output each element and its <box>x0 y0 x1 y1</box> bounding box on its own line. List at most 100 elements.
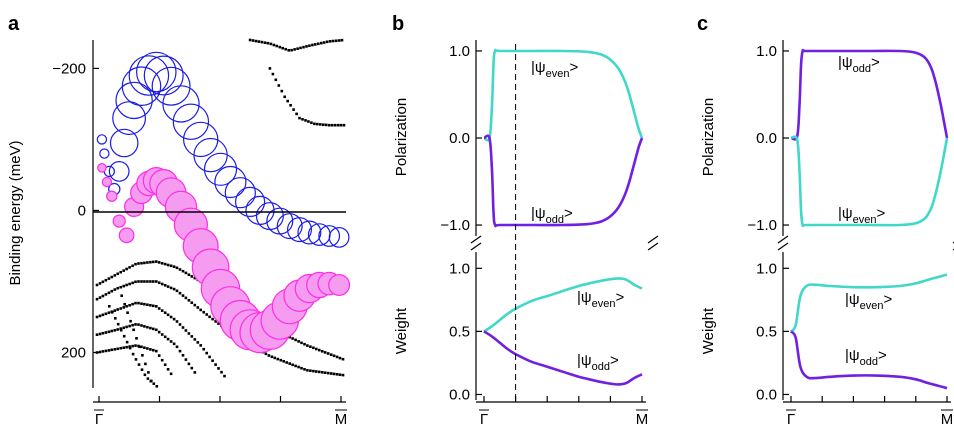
band-dot <box>340 38 344 42</box>
band-dot <box>116 286 119 290</box>
band-dot <box>336 123 340 127</box>
upper-band-point <box>224 177 256 209</box>
band-dot <box>116 308 119 311</box>
band-dot <box>160 333 164 336</box>
lower-band <box>97 163 351 354</box>
band-dot <box>111 311 114 314</box>
band-dot <box>135 337 138 340</box>
band-dot <box>120 294 123 297</box>
band-dot <box>283 95 286 99</box>
purple-polarization-line <box>483 134 644 228</box>
cyan-polarization-line <box>790 135 949 228</box>
band-dot <box>146 325 149 329</box>
state-label: |ψeven> <box>531 59 578 80</box>
band-dot <box>297 340 300 343</box>
band-dot <box>107 311 111 314</box>
band-dot <box>160 262 164 265</box>
band-dot <box>181 269 185 273</box>
band-dot <box>114 317 117 320</box>
purple-weight-line <box>483 330 643 386</box>
band-dot <box>152 260 155 264</box>
band-dot <box>116 272 119 276</box>
band-dot <box>267 354 271 357</box>
band-dot <box>202 310 205 314</box>
band-dot <box>113 274 117 277</box>
band-dot <box>104 293 108 296</box>
purple-weight-line <box>789 330 948 390</box>
band-dot <box>300 341 303 345</box>
band-dot <box>323 351 327 354</box>
upper-band-point <box>172 103 210 140</box>
band-dot <box>254 39 258 43</box>
band-dot <box>257 40 261 43</box>
band-dot <box>150 379 153 383</box>
band-dot <box>187 299 191 302</box>
band-dot <box>286 99 289 103</box>
band-dot <box>292 108 295 111</box>
band-dot <box>294 364 297 368</box>
axes: 1.0 0.0 −1.0 1.0 0.5 0.0 Γ M |ψeven> |ψodd> |ψeven… <box>440 40 659 428</box>
lower-band-point <box>101 176 113 188</box>
band-dot <box>163 335 167 339</box>
polarization-plot <box>483 48 644 228</box>
band-dot <box>128 304 131 307</box>
band-dot <box>140 324 143 327</box>
upper-band-point <box>136 51 177 93</box>
y-tick-label: −1.0 <box>747 217 777 234</box>
upper-band-point <box>143 55 184 96</box>
band-dot <box>163 284 167 287</box>
band-dot <box>113 348 117 351</box>
band-dot <box>152 382 156 385</box>
band-dot <box>329 372 333 375</box>
band-dot <box>175 289 179 293</box>
band-dot <box>129 319 132 323</box>
polarization-plot <box>790 48 949 228</box>
band-dot <box>320 41 323 45</box>
band-dot <box>190 335 194 338</box>
band-dot <box>143 280 146 283</box>
upper-band-point <box>121 66 162 107</box>
band-dot <box>155 349 158 353</box>
band-dot <box>128 345 131 348</box>
band-dot <box>181 326 185 329</box>
band-dot <box>132 328 135 332</box>
band-dot <box>270 355 274 359</box>
band-dot <box>193 338 197 341</box>
band-dot <box>280 89 284 93</box>
band-dot <box>134 280 137 284</box>
y-tick-label: 0.5 <box>449 323 470 340</box>
band-dot <box>312 369 315 373</box>
band-dot <box>309 369 312 372</box>
upper-band-point <box>255 202 284 231</box>
band-dot <box>332 372 336 376</box>
band-dot <box>187 273 191 276</box>
band-dot <box>122 284 125 288</box>
band-dot <box>296 47 299 50</box>
lower-band-point <box>118 227 135 244</box>
band-dot <box>184 329 188 332</box>
band-dot <box>301 118 304 121</box>
band-dot <box>166 313 170 317</box>
band-dot <box>302 45 305 49</box>
band-dot <box>155 385 159 388</box>
y-tick-label: 1.0 <box>756 260 777 277</box>
band-dot <box>131 281 134 285</box>
band-dot <box>289 104 292 107</box>
band-dot <box>298 116 301 120</box>
band-dot <box>291 363 294 367</box>
axis-break <box>777 242 789 251</box>
band-dot <box>281 46 284 50</box>
upper-band-point <box>203 152 238 186</box>
band-dot <box>137 323 140 326</box>
weight-plot <box>789 273 948 390</box>
band-dot <box>166 285 170 288</box>
upper-band-point <box>128 55 170 96</box>
band-dot <box>202 347 205 351</box>
band-dot <box>126 311 129 314</box>
band-dot <box>125 267 128 271</box>
band-dot <box>119 285 122 289</box>
band-dot <box>169 372 173 376</box>
band-dot <box>303 342 306 346</box>
band-dot <box>175 266 179 270</box>
